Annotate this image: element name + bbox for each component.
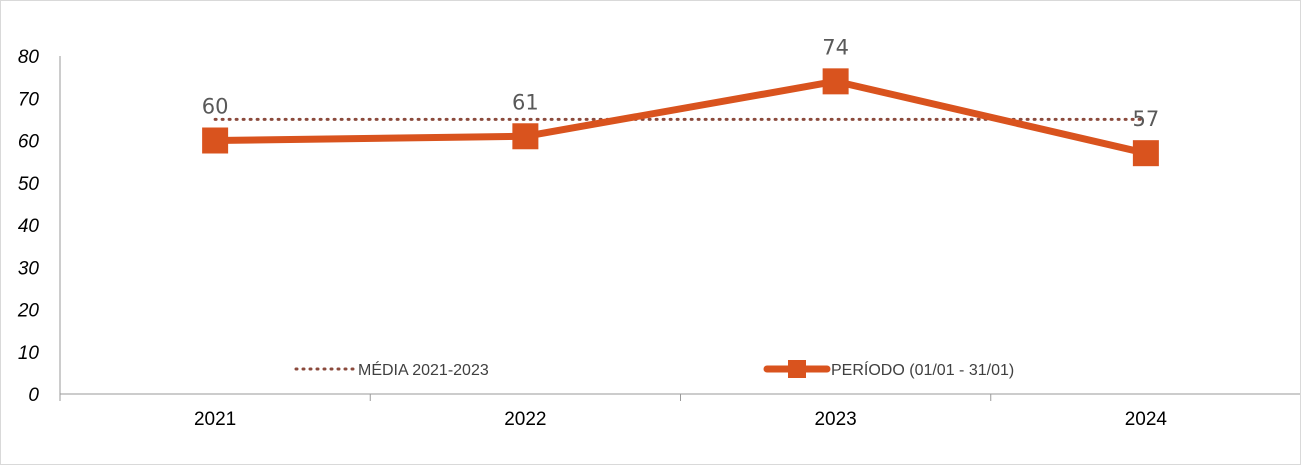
- data-label: 61: [512, 90, 539, 114]
- y-axis-ticks: 0 10 20 30 40 50 60 70 80: [17, 47, 40, 406]
- data-point-marker: [1132, 140, 1159, 167]
- legend: MÉDIA 2021-2023 PERÍODO (01/01 - 31/01): [294, 360, 1014, 379]
- y-tick-label: 70: [18, 89, 40, 110]
- legend-label-periodo: PERÍODO (01/01 - 31/01): [831, 360, 1014, 379]
- y-tick-label: 80: [18, 47, 40, 68]
- y-tick-label: 10: [18, 343, 40, 364]
- data-label: 60: [202, 95, 229, 119]
- legend-label-media: MÉDIA 2021-2023: [358, 360, 489, 379]
- y-tick-label: 20: [17, 301, 40, 322]
- x-tick-label: 2022: [504, 409, 546, 430]
- data-point-marker: [822, 68, 849, 95]
- x-axis-ticks: 2021 2022 2023 2024: [59, 394, 1168, 430]
- y-tick-label: 0: [28, 385, 39, 406]
- y-tick-label: 50: [18, 174, 40, 195]
- x-tick-label: 2023: [814, 409, 856, 430]
- data-point-marker: [512, 123, 539, 150]
- data-label: 57: [1133, 107, 1160, 131]
- y-tick-label: 40: [18, 216, 40, 237]
- series-layer: [202, 68, 1159, 167]
- y-tick-label: 30: [18, 258, 40, 279]
- x-tick-label: 2024: [1125, 409, 1168, 430]
- x-tick-label: 2021: [194, 409, 236, 430]
- data-labels: 60 61 74 57: [202, 35, 1159, 131]
- legend-swatch-periodo-marker: [788, 360, 806, 378]
- series-line-periodo: [211, 77, 1150, 157]
- data-point-marker: [202, 127, 229, 154]
- y-tick-label: 60: [18, 132, 40, 153]
- data-label: 74: [822, 35, 849, 59]
